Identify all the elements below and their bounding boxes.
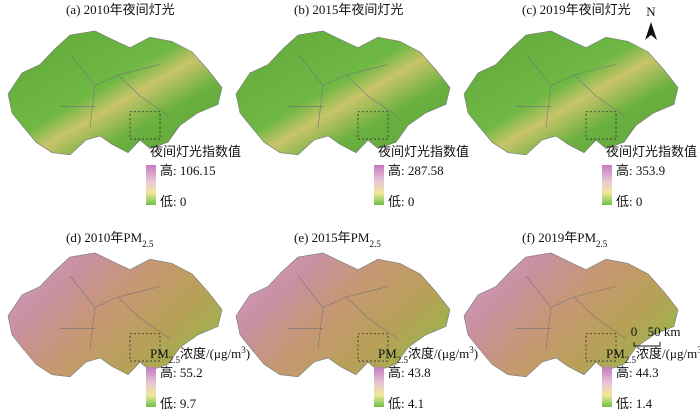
north-arrow: N <box>645 4 657 40</box>
city-boundaries <box>288 275 399 350</box>
scale-line <box>633 342 661 347</box>
text-part: 夜间灯光指数值 <box>378 144 469 159</box>
north-symbol <box>645 22 657 40</box>
text-part: 2.5 <box>142 239 154 249</box>
text-part: 3 <box>469 345 474 355</box>
legend-ramp <box>146 165 156 205</box>
panel-title: (f) 2019年PM2.5 <box>522 230 608 249</box>
text-part: 2.5 <box>369 239 381 249</box>
legend-low: 低: 4.1 <box>388 396 424 411</box>
panel-title: (d) 2010年PM2.5 <box>66 230 154 249</box>
legend-ramp <box>374 165 384 205</box>
map <box>7 252 223 378</box>
text-part: 浓度/(μg/m <box>636 346 697 361</box>
text-part: 夜间灯光指数值 <box>150 144 241 159</box>
text-part: 2.5 <box>169 355 181 365</box>
panel-title: (c) 2019年夜间灯光 <box>522 2 631 17</box>
map <box>463 30 679 156</box>
text-part: PM <box>150 346 169 361</box>
region-fill <box>7 30 223 156</box>
legend-high: 高: 44.3 <box>616 365 659 380</box>
legend-title: 夜间灯光指数值 <box>606 144 697 159</box>
scale-label: 0 <box>631 324 638 339</box>
text-part: PM <box>378 346 397 361</box>
text-part: 2.5 <box>625 355 637 365</box>
legend-ramp <box>374 367 384 407</box>
text-part: 夜间灯光指数值 <box>606 144 697 159</box>
legend-low: 低: 9.7 <box>160 396 197 411</box>
text-part: 2.5 <box>596 239 608 249</box>
city-boundaries <box>516 53 627 128</box>
legend-title: 夜间灯光指数值 <box>378 144 469 159</box>
legend-title: PM2.5浓度/(μg/m3) <box>606 345 700 365</box>
city-boundaries <box>60 275 171 350</box>
legend-high: 高: 106.15 <box>160 163 216 178</box>
text-part: 浓度/(μg/m <box>408 346 469 361</box>
text-part: 2.5 <box>397 355 409 365</box>
text-part: (e) 2015年PM <box>294 230 370 245</box>
text-part: (a) 2010年夜间灯光 <box>66 2 175 17</box>
text-part: ) <box>474 346 478 361</box>
text-part: ) <box>246 346 250 361</box>
legend-low: 低: 1.4 <box>616 396 653 411</box>
legend-low: 低: 0 <box>160 194 186 209</box>
text-part: (f) 2019年PM <box>522 230 596 245</box>
map <box>235 30 451 156</box>
text-part: 3 <box>241 345 246 355</box>
legend-high: 高: 353.9 <box>616 163 665 178</box>
legend-ramp <box>602 367 612 407</box>
north-label: N <box>646 4 656 19</box>
map <box>235 252 451 378</box>
region-fill <box>463 30 679 156</box>
scale-label: 50 km <box>648 324 681 339</box>
city-boundaries <box>516 275 627 350</box>
text-part: PM <box>606 346 625 361</box>
legend-title: 夜间灯光指数值 <box>150 144 241 159</box>
text-part: (b) 2015年夜间灯光 <box>294 2 403 17</box>
legend-low: 低: 0 <box>388 194 414 209</box>
legend-high: 高: 55.2 <box>160 365 203 380</box>
text-part: (c) 2019年夜间灯光 <box>522 2 631 17</box>
legend-ramp <box>146 367 156 407</box>
text-part: (d) 2010年PM <box>66 230 143 245</box>
legend-title: PM2.5浓度/(μg/m3) <box>150 345 250 365</box>
panel-title: (a) 2010年夜间灯光 <box>66 2 175 17</box>
panel-title: (e) 2015年PM2.5 <box>294 230 381 249</box>
legend-high: 高: 43.8 <box>388 365 431 380</box>
scale-bar: 0 50 km <box>631 324 681 347</box>
text-part: 3 <box>697 345 700 355</box>
city-boundaries <box>288 53 399 128</box>
map <box>7 30 223 156</box>
map <box>463 252 679 378</box>
city-boundaries <box>60 53 171 128</box>
text-part: 浓度/(μg/m <box>180 346 241 361</box>
legend-title: PM2.5浓度/(μg/m3) <box>378 345 478 365</box>
legend-low: 低: 0 <box>616 194 642 209</box>
region-fill <box>235 30 451 156</box>
legend-high: 高: 287.58 <box>388 163 444 178</box>
panel-title: (b) 2015年夜间灯光 <box>294 2 403 17</box>
legend-ramp <box>602 165 612 205</box>
